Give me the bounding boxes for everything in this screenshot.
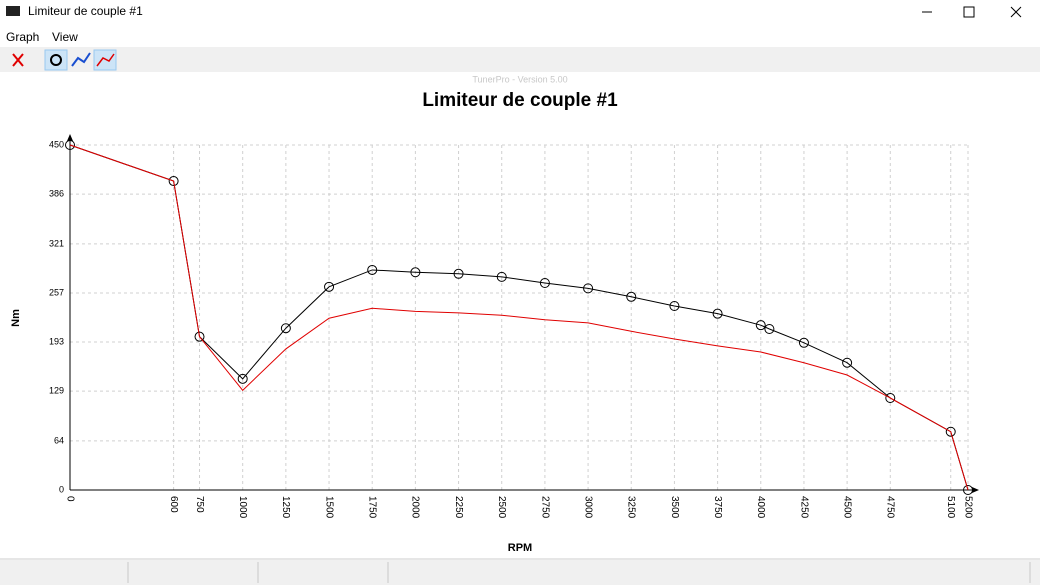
x-tick-label: 4000 xyxy=(755,496,766,519)
cursor-icon xyxy=(50,54,62,66)
cursor-tool[interactable] xyxy=(44,49,68,71)
app-icon xyxy=(6,6,20,16)
y-tick-label: 386 xyxy=(49,188,64,198)
toolbar xyxy=(0,47,1040,72)
x-tick-label: 3000 xyxy=(582,496,593,519)
data-point xyxy=(963,485,973,495)
x-tick-label: 2250 xyxy=(453,496,464,519)
data-point xyxy=(626,291,637,302)
y-tick-label: 64 xyxy=(54,435,64,445)
data-point xyxy=(583,283,594,294)
x-tick-label: 1500 xyxy=(323,496,334,519)
data-point xyxy=(453,268,464,279)
y-tick-label: 257 xyxy=(49,287,64,297)
menu-item[interactable]: Graph xyxy=(6,30,39,44)
x-tick-label: 1750 xyxy=(367,496,378,519)
menu-item[interactable]: View xyxy=(52,30,78,44)
data-point xyxy=(65,140,75,150)
data-point xyxy=(496,271,507,282)
x-tick-label: 750 xyxy=(194,496,205,513)
data-point xyxy=(755,320,766,331)
data-point xyxy=(945,426,956,437)
y-tick-label: 450 xyxy=(49,139,64,149)
data-point xyxy=(712,308,723,319)
data-point xyxy=(410,267,421,278)
compare-icon xyxy=(96,53,115,67)
compare-tool[interactable] xyxy=(93,49,117,71)
data-point xyxy=(168,176,179,187)
x-tick-label: 2500 xyxy=(496,496,507,519)
data-point xyxy=(842,357,853,368)
axis-arrow xyxy=(67,134,73,141)
data-point xyxy=(669,301,680,311)
status-bar xyxy=(0,560,1040,585)
x-tick-label: 3750 xyxy=(712,496,723,519)
series-line xyxy=(69,144,969,491)
data-point xyxy=(539,278,550,288)
x-tick-label: 5100 xyxy=(945,496,956,519)
close-button[interactable] xyxy=(1010,6,1022,18)
maximize-button[interactable] xyxy=(963,6,975,18)
data-point xyxy=(237,373,248,384)
x-tick-label: 5200 xyxy=(962,496,973,519)
window-title: Limiteur de couple #1 xyxy=(28,4,143,18)
data-point xyxy=(280,323,291,334)
x-tick-label: 1250 xyxy=(280,496,291,519)
data-point xyxy=(764,324,775,334)
x-tick-label: 2000 xyxy=(410,496,421,519)
data-point xyxy=(367,264,378,275)
watermark: TunerPro - Version 5.00 xyxy=(472,74,567,84)
y-tick-label: 321 xyxy=(49,238,64,248)
x-tick-label: 600 xyxy=(168,496,179,513)
data-point xyxy=(885,393,896,403)
x-tick-label: 0 xyxy=(64,496,75,502)
data-point xyxy=(798,337,809,348)
x-tick-label: 4500 xyxy=(841,496,852,519)
x-axis-label: RPM xyxy=(508,542,532,554)
x-tick-label: 2750 xyxy=(539,496,550,519)
y-axis-label: Nm xyxy=(10,309,22,327)
data-point xyxy=(194,331,205,342)
series-line xyxy=(69,144,969,491)
status-dividers xyxy=(127,562,1031,583)
data-point xyxy=(324,281,335,292)
axis-arrow xyxy=(972,487,979,493)
y-tick-label: 0 xyxy=(59,484,64,494)
y-tick-label: 193 xyxy=(49,336,64,346)
close-tool[interactable] xyxy=(12,53,24,67)
x-tick-label: 1000 xyxy=(237,496,248,519)
x-tick-label: 4750 xyxy=(885,496,896,519)
y-tick-label: 129 xyxy=(49,385,64,395)
x-tick-label: 3250 xyxy=(626,496,637,519)
x-tick-label: 3500 xyxy=(669,496,680,519)
chart-title: Limiteur de couple #1 xyxy=(422,90,618,111)
edit-icon xyxy=(71,52,91,67)
x-tick-label: 4250 xyxy=(798,496,809,519)
